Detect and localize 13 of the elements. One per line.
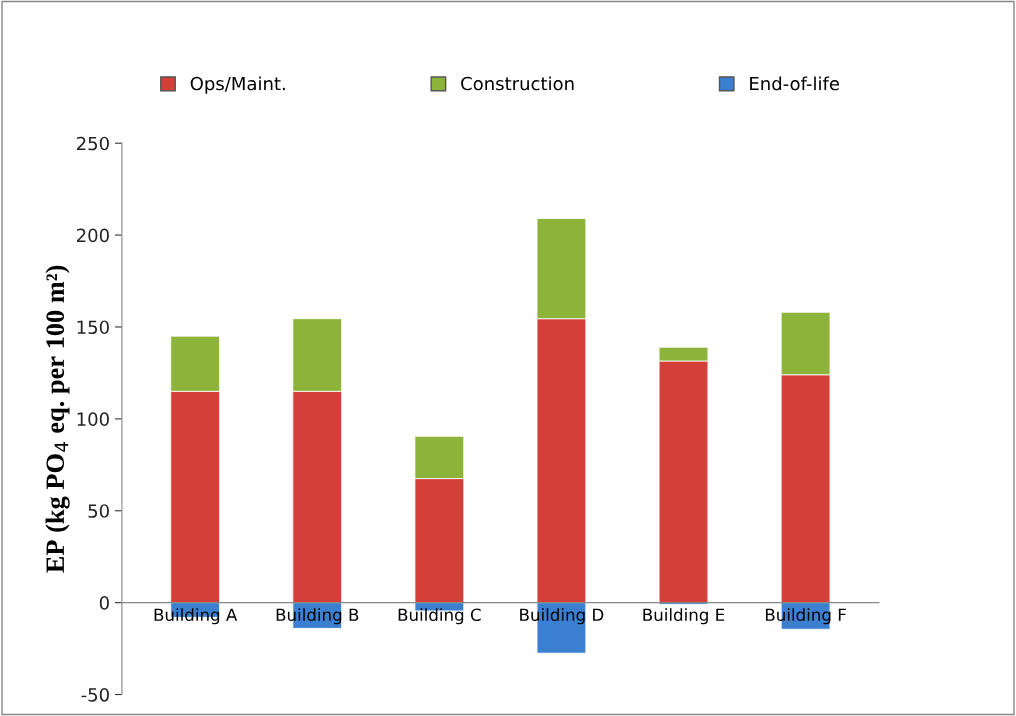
y-tick-label: -50 — [81, 687, 109, 702]
legend-label: Ops/Maint. — [190, 76, 285, 94]
y-tick-label: 100 — [77, 412, 109, 426]
y-tick-label: 150 — [77, 320, 109, 335]
x-tick-label: Building C — [398, 608, 481, 625]
y-tick-label: 50 — [88, 504, 109, 518]
y-tick-label: 200 — [76, 228, 109, 243]
y-tick-label: 250 — [76, 136, 109, 151]
y-axis-title: EP (kg PO$_{4}$ eq. per 100 m²) — [45, 265, 70, 573]
x-tick-label: Building E — [643, 608, 725, 625]
legend-label: Construction — [461, 76, 574, 91]
legend-label: End-of-life — [750, 76, 840, 91]
y-tick-label: 0 — [99, 596, 109, 610]
